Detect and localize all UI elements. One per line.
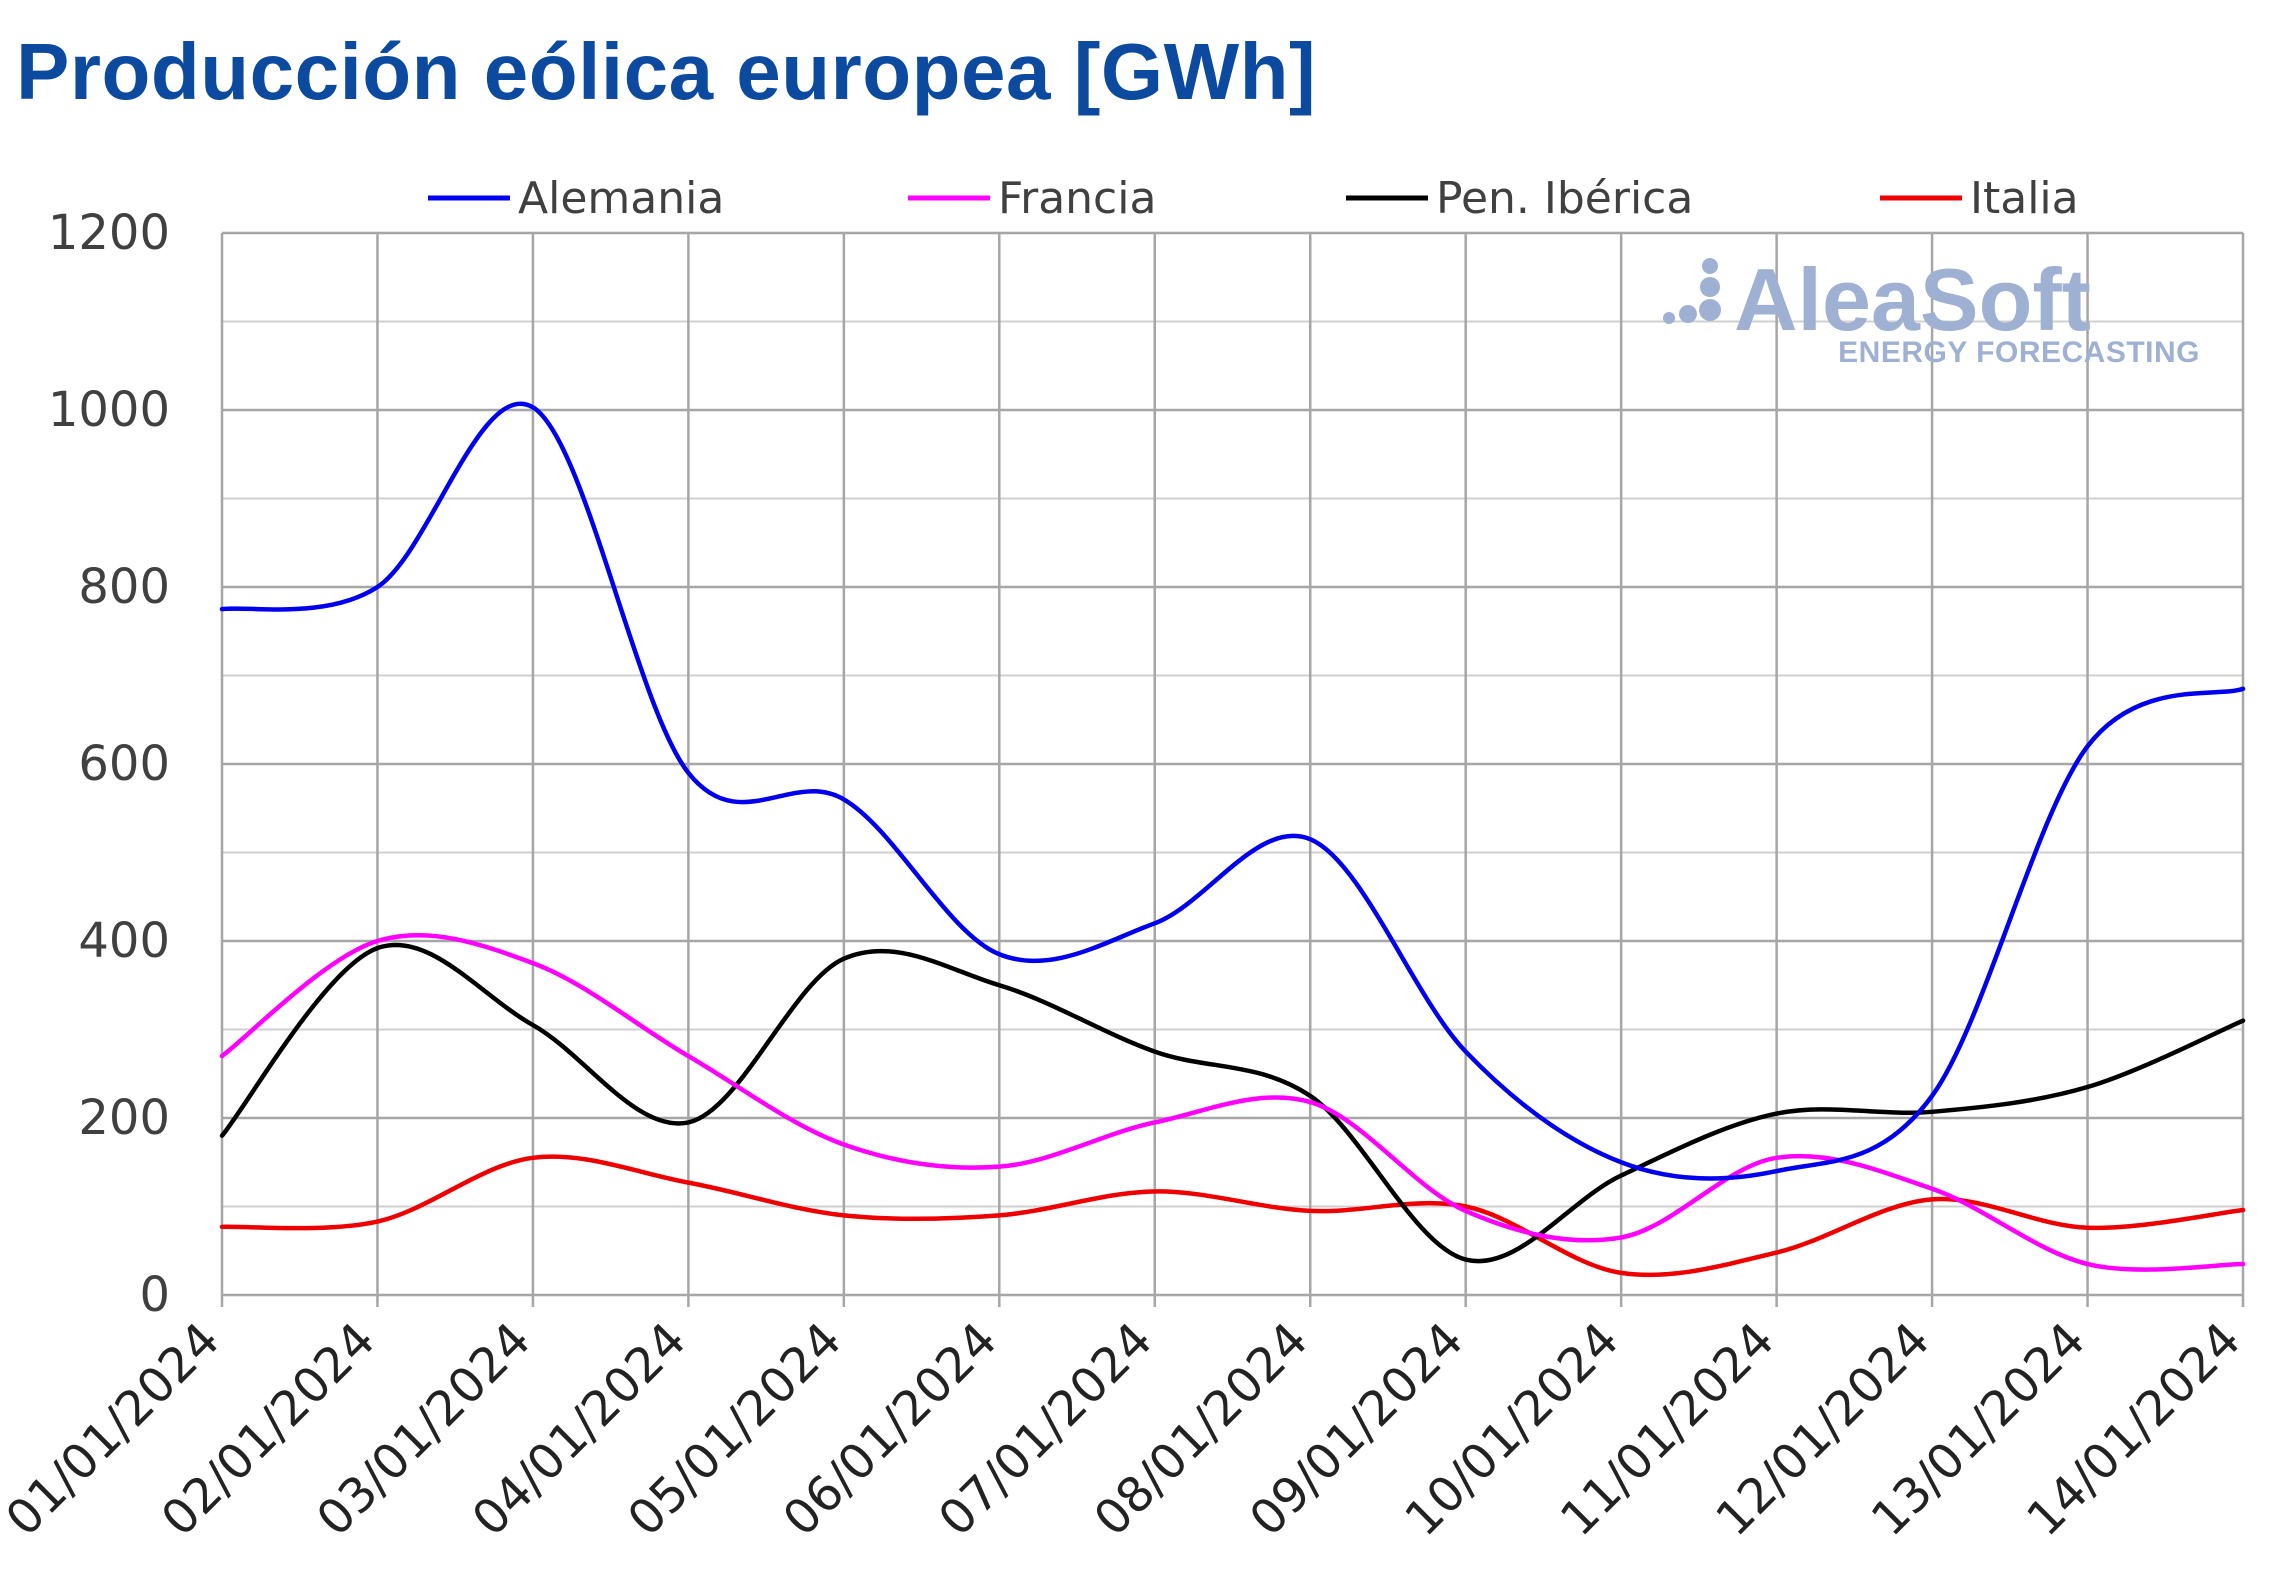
y-tick-label: 1200	[48, 205, 170, 261]
legend-label-alemania: Alemania	[518, 173, 724, 224]
logo-tagline: ENERGY FORECASTING	[1838, 336, 2200, 369]
y-tick-label: 400	[78, 913, 170, 969]
y-tick-label: 800	[78, 559, 170, 615]
series-line-alemania	[219, 401, 2246, 1181]
series-line-italia	[219, 1154, 2246, 1278]
logo-dots-icon	[1663, 258, 1721, 324]
legend-label-pen-ib-rica: Pen. Ibérica	[1436, 173, 1693, 224]
y-tick-label: 0	[139, 1267, 170, 1323]
chart-title: Producción eólica europea [GWh]	[16, 27, 1317, 116]
legend: Alemania Francia Pen. Ibérica Italia	[428, 173, 2079, 224]
grid-lines	[220, 231, 2245, 1307]
aleasoft-watermark: AleaSoft ENERGY FORECASTING	[1663, 250, 2200, 369]
y-tick-label: 1000	[48, 382, 170, 438]
series-lines	[219, 401, 2246, 1278]
y-axis-ticks: 0 200 400 600 800 1000 1200	[48, 205, 170, 1323]
logo-brand: AleaSoft	[1734, 250, 2091, 349]
series-line-pen-ib-rica	[219, 942, 2246, 1264]
legend-label-francia: Francia	[998, 173, 1156, 224]
y-tick-label: 600	[78, 736, 170, 792]
series-line-francia	[219, 933, 2246, 1272]
x-axis-ticks: 01/01/202402/01/202403/01/202404/01/2024…	[0, 1312, 2251, 1547]
legend-label-italia: Italia	[1970, 173, 2079, 224]
y-tick-label: 200	[78, 1090, 170, 1146]
